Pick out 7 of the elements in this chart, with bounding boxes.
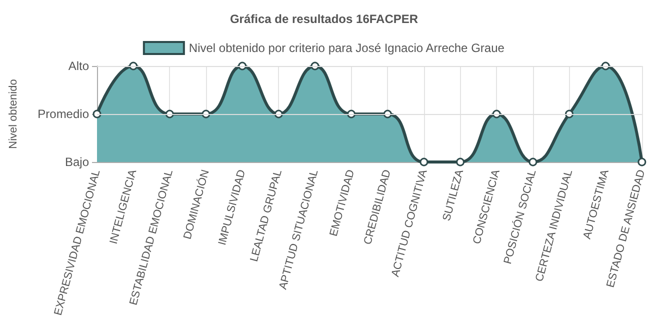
x-tick-label: LEALTAD GRUPAL	[248, 168, 284, 264]
category-label: Promedio	[38, 107, 89, 121]
y-axis-title: Nivel obtenido	[8, 79, 20, 149]
chart-title: Gráfica de resultados 16FACPER	[230, 12, 418, 26]
category-label: Bajo	[64, 155, 89, 169]
legend-label: Nivel obtenido por criterio para José Ignacio Arreche Graue	[188, 41, 505, 55]
category-label: Alto	[68, 59, 89, 73]
